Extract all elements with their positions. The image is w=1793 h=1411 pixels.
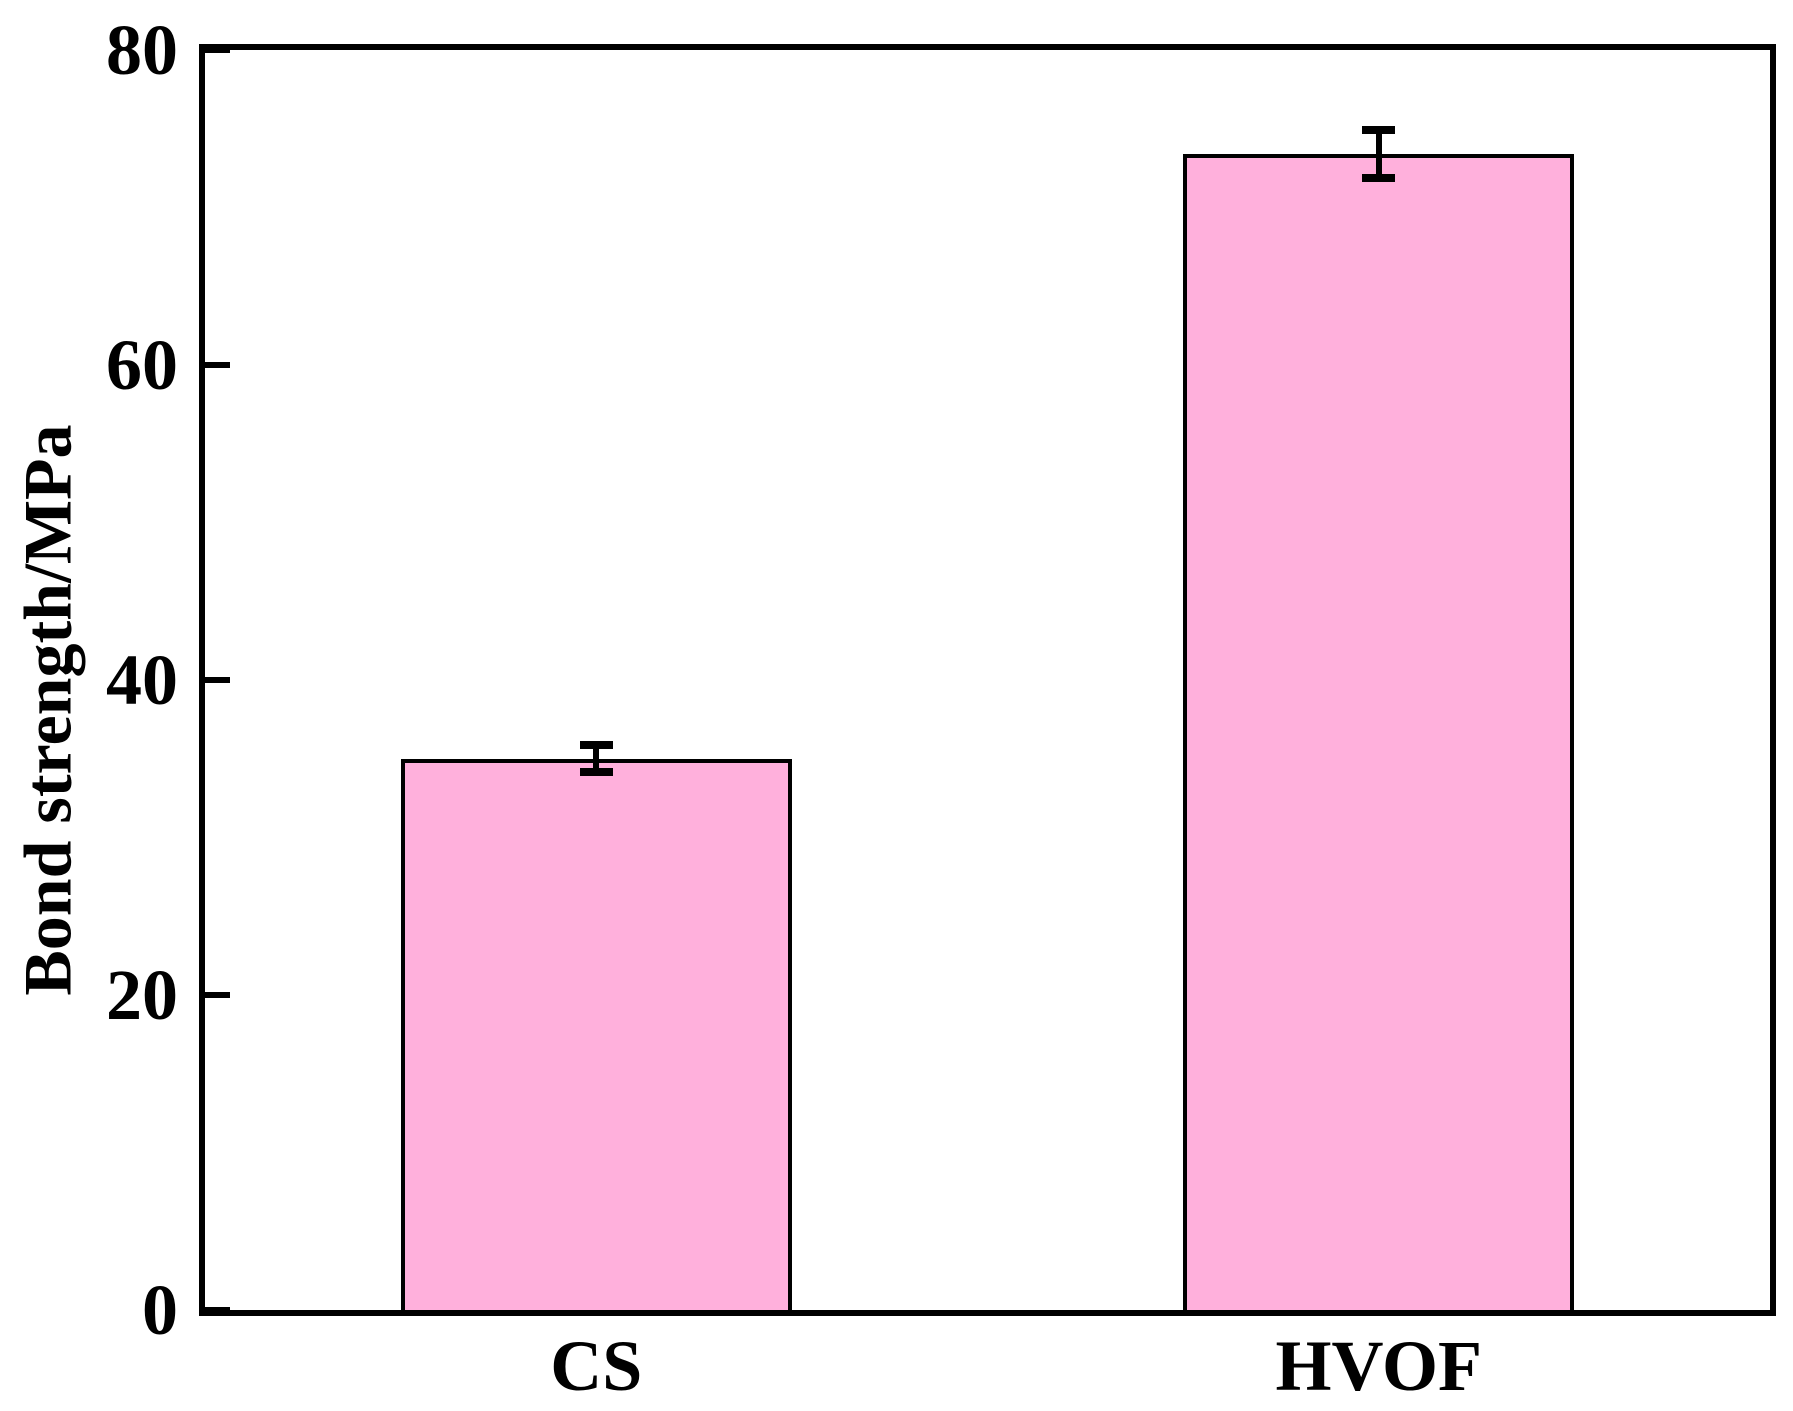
y-tick-label-20: 20 bbox=[106, 955, 178, 1035]
bar-hvof bbox=[1183, 153, 1575, 1310]
plot-area bbox=[199, 44, 1776, 1316]
errorbar-hvof-cap bbox=[1362, 125, 1396, 134]
y-tick-label-0: 0 bbox=[142, 1270, 178, 1350]
y-tick-label-60: 60 bbox=[106, 325, 178, 405]
errorbar-hvof-stem bbox=[1375, 125, 1382, 183]
x-tick-label-cs: CS bbox=[550, 1326, 643, 1406]
errorbar-cs-cap bbox=[579, 768, 613, 777]
errorbar-hvof-cap bbox=[1362, 174, 1396, 183]
y-tick-80 bbox=[205, 47, 230, 53]
errorbar-cs-cap bbox=[579, 741, 613, 750]
y-tick-40 bbox=[205, 677, 230, 683]
y-tick-60 bbox=[205, 362, 230, 368]
errorbar-hvof bbox=[1362, 125, 1396, 183]
y-tick-20 bbox=[205, 992, 230, 998]
y-tick-label-80: 80 bbox=[106, 10, 178, 90]
bar-cs bbox=[400, 758, 792, 1310]
errorbar-cs bbox=[579, 741, 613, 777]
y-tick-label-40: 40 bbox=[106, 640, 178, 720]
x-tick-label-hvof: HVOF bbox=[1275, 1326, 1483, 1406]
y-tick-0 bbox=[205, 1307, 230, 1313]
errorbar-cs-stem bbox=[593, 741, 600, 777]
